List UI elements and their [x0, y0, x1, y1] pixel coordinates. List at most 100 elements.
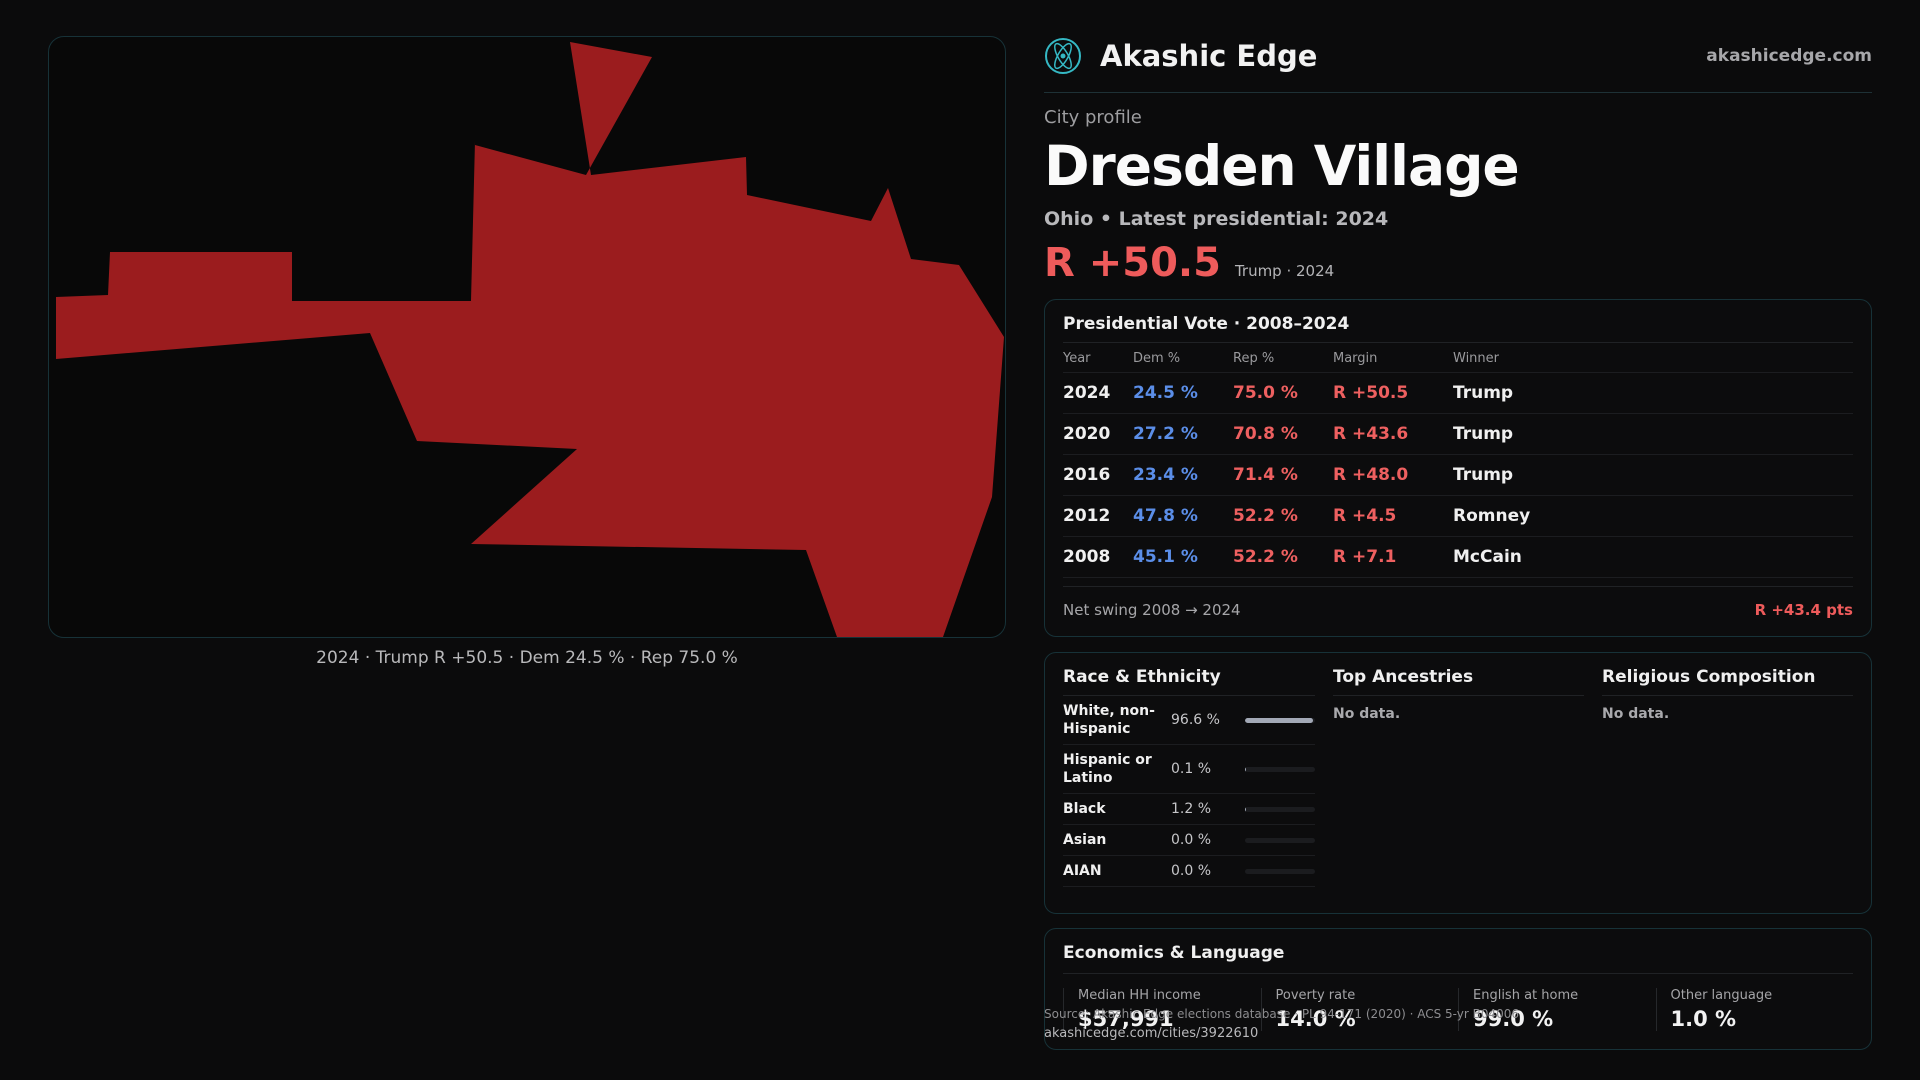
ancestries-empty: No data. — [1333, 706, 1401, 722]
econ-label: Other language — [1670, 988, 1773, 1003]
econ-title: Economics & Language — [1063, 929, 1853, 974]
row-rep: 75.0 % — [1233, 372, 1333, 414]
net-swing-label: Net swing 2008 → 2024 — [1063, 601, 1241, 619]
row-rep: 71.4 % — [1233, 454, 1333, 496]
row-dem: 45.1 % — [1133, 536, 1233, 578]
row-rep: 52.2 % — [1233, 536, 1333, 578]
row-dem: 24.5 % — [1133, 372, 1233, 414]
econ-grid: Median HH income $57,991 Poverty rate 14… — [1063, 988, 1853, 1031]
race-title: Race & Ethnicity — [1063, 667, 1315, 696]
table-row: 2016 23.4 % 71.4 % R +48.0 Trump — [1063, 454, 1853, 496]
row-margin: R +7.1 — [1333, 536, 1453, 578]
race-bar — [1245, 868, 1315, 874]
source-note: Source: Akashic Edge elections database … — [1044, 1004, 1519, 1044]
econ-value: $57,991 — [1078, 1007, 1174, 1031]
race-bar — [1245, 766, 1315, 772]
race-row: Asian 0.0 % — [1063, 825, 1315, 856]
row-rep: 70.8 % — [1233, 413, 1333, 455]
race-label: Black — [1063, 801, 1106, 817]
race-bar-fill — [1245, 717, 1313, 723]
econ-label: English at home — [1473, 988, 1579, 1003]
demographics-card: Race & Ethnicity White, non-Hispanic 96.… — [1044, 652, 1872, 914]
race-label: White, non-Hispanic — [1063, 703, 1155, 737]
race-label: Asian — [1063, 832, 1107, 848]
net-swing: Net swing 2008 → 2024 R +43.4 pts — [1063, 586, 1853, 619]
religion-empty: No data. — [1602, 706, 1670, 722]
row-year: 2020 — [1063, 413, 1133, 455]
race-label: Hispanic or Latino — [1063, 752, 1152, 786]
vote-table: Year Dem % Rep % Margin Winner 2024 24.5… — [1063, 343, 1853, 578]
row-year: 2012 — [1063, 495, 1133, 537]
city-boundary-map — [56, 42, 1004, 637]
row-winner: Trump — [1453, 454, 1853, 496]
map-caption: 2024 · Trump R +50.5 · Dem 24.5 % · Rep … — [316, 648, 738, 668]
row-margin: R +50.5 — [1333, 372, 1453, 414]
row-margin: R +43.6 — [1333, 413, 1453, 455]
source-text: Source: Akashic Edge elections database … — [1044, 1007, 1520, 1021]
col-margin: Margin — [1333, 343, 1453, 373]
religion-section: Religious Composition No data. — [1602, 653, 1853, 913]
race-section: Race & Ethnicity White, non-Hispanic 96.… — [1063, 653, 1315, 913]
row-winner: McCain — [1453, 536, 1853, 578]
race-row: Hispanic or Latino 0.1 % — [1063, 745, 1315, 794]
col-rep: Rep % — [1233, 343, 1333, 373]
profile-eyebrow: City profile — [1044, 107, 1142, 128]
presidential-vote-card: Presidential Vote · 2008–2024 Year Dem %… — [1044, 299, 1872, 637]
page-title: Dresden Village — [1044, 134, 1520, 198]
race-bar — [1245, 717, 1315, 723]
atom-icon — [1045, 38, 1081, 74]
econ-value: 1.0 % — [1670, 1007, 1737, 1031]
header: Akashic Edge akashicedge.com — [1044, 30, 1872, 93]
net-swing-value: R +43.4 pts — [1754, 601, 1853, 619]
row-year: 2024 — [1063, 372, 1133, 414]
row-dem: 23.4 % — [1133, 454, 1233, 496]
col-year: Year — [1063, 343, 1133, 373]
race-value: 0.0 % — [1171, 832, 1212, 848]
religion-title: Religious Composition — [1602, 667, 1853, 696]
race-value: 0.1 % — [1171, 761, 1212, 777]
row-dem: 47.8 % — [1133, 495, 1233, 537]
race-value: 96.6 % — [1171, 712, 1220, 728]
brand-name: Akashic Edge — [1100, 39, 1318, 73]
econ-cell: Median HH income $57,991 — [1063, 988, 1261, 1031]
table-row: 2024 24.5 % 75.0 % R +50.5 Trump — [1063, 372, 1853, 414]
table-row: 2012 47.8 % 52.2 % R +4.5 Romney — [1063, 495, 1853, 537]
row-dem: 27.2 % — [1133, 413, 1233, 455]
race-bar — [1245, 806, 1315, 812]
race-value: 1.2 % — [1171, 801, 1212, 817]
econ-label: Poverty rate — [1275, 988, 1356, 1003]
race-label: AIAN — [1063, 863, 1102, 879]
city-boundary-shape — [56, 42, 1004, 637]
race-bar-fill — [1245, 806, 1247, 812]
ancestries-section: Top Ancestries No data. — [1333, 653, 1584, 913]
site-link[interactable]: akashicedge.com — [1706, 46, 1872, 66]
profile-subtitle: Ohio • Latest presidential: 2024 — [1044, 208, 1389, 230]
econ-value: 14.0 % — [1275, 1007, 1356, 1031]
econ-cell: Poverty rate 14.0 % — [1260, 988, 1459, 1031]
race-row: White, non-Hispanic 96.6 % — [1063, 696, 1315, 745]
row-winner: Trump — [1453, 372, 1853, 414]
race-bar-fill — [1245, 766, 1247, 772]
latest-margin-note: Trump · 2024 — [1234, 262, 1335, 280]
row-winner: Romney — [1453, 495, 1853, 537]
city-map[interactable] — [48, 36, 1006, 638]
ancestries-title: Top Ancestries — [1333, 667, 1584, 696]
econ-cell: English at home 99.0 % — [1458, 988, 1656, 1031]
econ-cell: Other language 1.0 % — [1655, 988, 1854, 1031]
race-bar — [1245, 837, 1315, 843]
race-row: AIAN 0.0 % — [1063, 856, 1315, 887]
economics-card: Economics & Language Median HH income $5… — [1044, 928, 1872, 1050]
col-dem: Dem % — [1133, 343, 1233, 373]
race-row: Black 1.2 % — [1063, 794, 1315, 825]
table-row: 2020 27.2 % 70.8 % R +43.6 Trump — [1063, 413, 1853, 455]
table-row: 2008 45.1 % 52.2 % R +7.1 McCain — [1063, 536, 1853, 578]
race-value: 0.0 % — [1171, 863, 1212, 879]
vote-card-title: Presidential Vote · 2008–2024 — [1063, 300, 1853, 343]
row-year: 2016 — [1063, 454, 1133, 496]
econ-label: Median HH income — [1078, 988, 1201, 1003]
latest-margin: R +50.5 — [1044, 240, 1221, 286]
econ-value: 99.0 % — [1473, 1007, 1554, 1031]
row-margin: R +48.0 — [1333, 454, 1453, 496]
source-url[interactable]: akashicedge.com/cities/3922610 — [1044, 1026, 1259, 1041]
row-rep: 52.2 % — [1233, 495, 1333, 537]
